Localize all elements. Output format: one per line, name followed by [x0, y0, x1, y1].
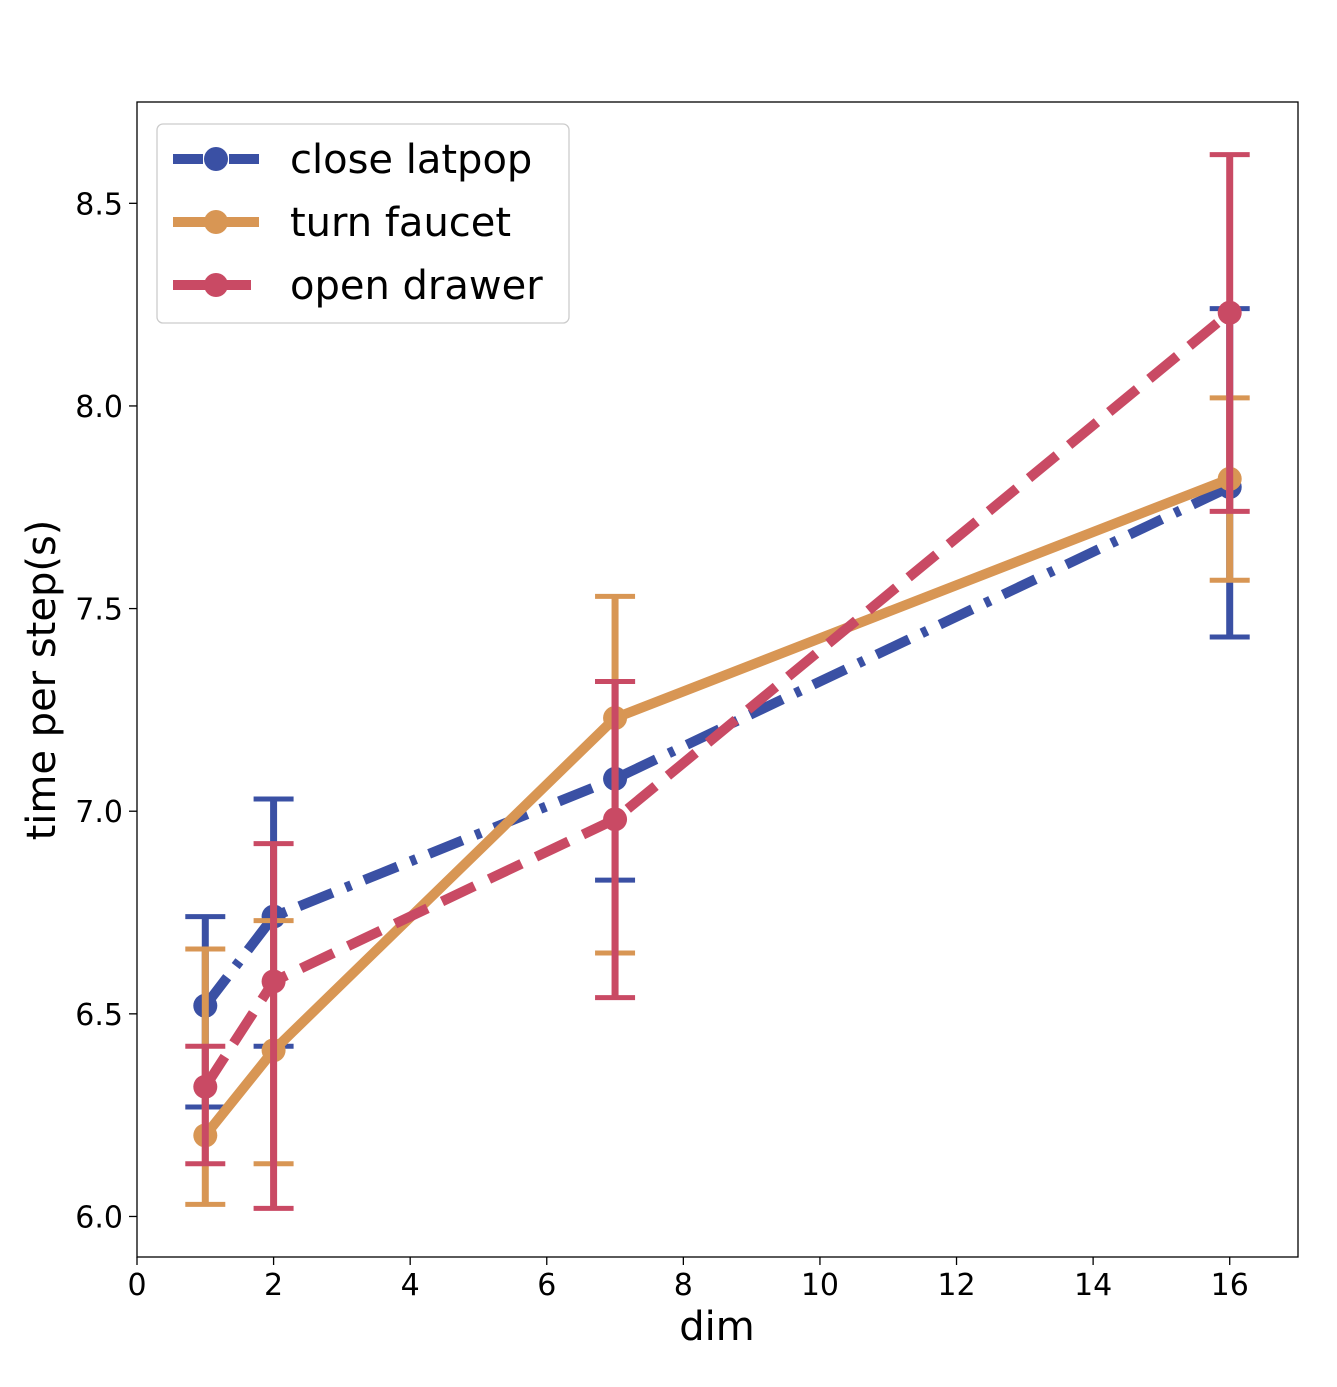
y-axis-ticks: 6.0 6.5 7.0 7.5 8.0 8.5 — [75, 187, 137, 1235]
plot-frame — [136, 101, 1299, 1258]
data-point — [603, 807, 628, 832]
y-axis-label: time per step(s) — [19, 520, 65, 841]
legend-marker — [204, 273, 228, 297]
data-point — [193, 1074, 218, 1099]
x-tick-label: 6 — [537, 1268, 556, 1303]
y-tick-label: 7.5 — [75, 593, 123, 628]
x-tick-label: 0 — [127, 1268, 146, 1303]
series-line — [201, 482, 1232, 1009]
y-tick-label: 6.5 — [75, 998, 123, 1033]
series-open-drawer — [185, 152, 1250, 1211]
legend: close latpop turn faucet open drawer — [156, 123, 570, 324]
legend-marker — [204, 147, 228, 171]
y-tick-label: 6.0 — [75, 1200, 123, 1235]
series-line — [201, 474, 1232, 1139]
data-point — [261, 969, 286, 994]
x-tick-label: 10 — [801, 1268, 839, 1303]
series-turn-faucet — [185, 395, 1250, 1207]
x-tick-label: 8 — [674, 1268, 693, 1303]
x-tick-label: 12 — [937, 1268, 975, 1303]
y-tick-label: 8.5 — [75, 187, 123, 222]
legend-box — [156, 123, 570, 324]
x-tick-label: 2 — [264, 1268, 283, 1303]
x-tick-label: 4 — [401, 1268, 420, 1303]
y-tick-label: 7.0 — [75, 795, 123, 830]
x-axis-label: dim — [679, 1304, 754, 1350]
data-point — [1217, 300, 1242, 325]
x-tick-label: 16 — [1211, 1268, 1249, 1303]
series-line — [201, 308, 1233, 1090]
legend-marker — [204, 210, 228, 234]
legend-label: turn faucet — [290, 200, 511, 246]
y-tick-label: 8.0 — [75, 390, 123, 425]
x-axis-ticks: 0 2 4 6 8 10 12 14 16 — [127, 1257, 1249, 1303]
plot-marks — [185, 152, 1250, 1211]
legend-label: close latpop — [290, 137, 532, 183]
legend-label: open drawer — [290, 263, 543, 309]
x-tick-label: 14 — [1074, 1268, 1112, 1303]
